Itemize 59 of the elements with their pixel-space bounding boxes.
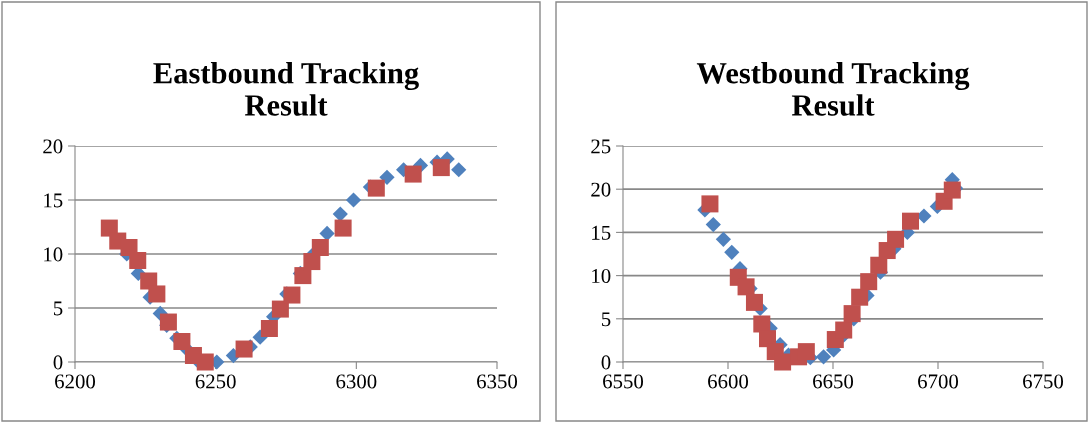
point [319,225,335,242]
x-tick-label: 6300 [336,374,377,389]
point [345,192,362,208]
y-tick-label: 20 [43,139,63,154]
point [283,286,301,304]
point [705,217,721,233]
x-tick-label: 6650 [813,374,854,389]
point [367,179,385,197]
point [797,343,815,361]
point [432,159,450,177]
x-tick-label: 6350 [477,374,518,389]
x-tick-label: 6200 [55,374,96,389]
point [235,340,253,358]
y-tick-label: 15 [44,193,63,208]
y-tick-label: 5 [601,312,611,327]
point [901,212,919,230]
point [943,181,961,199]
x-tick-label: 6750 [1023,374,1064,389]
point [332,206,348,222]
point [851,288,869,306]
y-tick-label: 10 [592,268,611,284]
point [159,313,177,331]
y-tick-label: 15 [592,225,611,240]
point [303,253,321,271]
point [745,293,763,311]
point [701,195,719,213]
point [715,231,731,247]
x-tick-label: 6250 [195,374,236,389]
y-tick-label: 0 [601,355,611,370]
y-tick-label: 10 [44,247,63,262]
chart-title: Westbound Tracking Result [696,62,970,116]
point [404,165,422,183]
point [737,278,755,296]
y-tick-label: 5 [53,301,63,316]
point [815,349,832,365]
point [196,353,214,371]
point [860,273,878,291]
point [334,219,352,237]
point [843,305,861,323]
x-tick-label: 6600 [708,374,749,389]
y-tick-label: 0 [53,355,63,370]
point [379,169,395,185]
point [311,239,329,257]
point [129,251,147,269]
point [870,256,888,274]
point [774,353,792,371]
point [451,162,467,178]
y-tick-label: 25 [591,139,611,154]
x-tick-label: 6700 [918,374,959,389]
point [260,320,278,338]
point [835,321,853,339]
point [271,300,289,318]
point [294,267,312,285]
point [724,244,740,260]
chart-title: Eastbound Tracking Result [153,62,419,116]
y-tick-label: 20 [591,182,611,197]
point [887,230,905,248]
x-tick-label: 6550 [603,374,644,389]
point [148,285,166,303]
